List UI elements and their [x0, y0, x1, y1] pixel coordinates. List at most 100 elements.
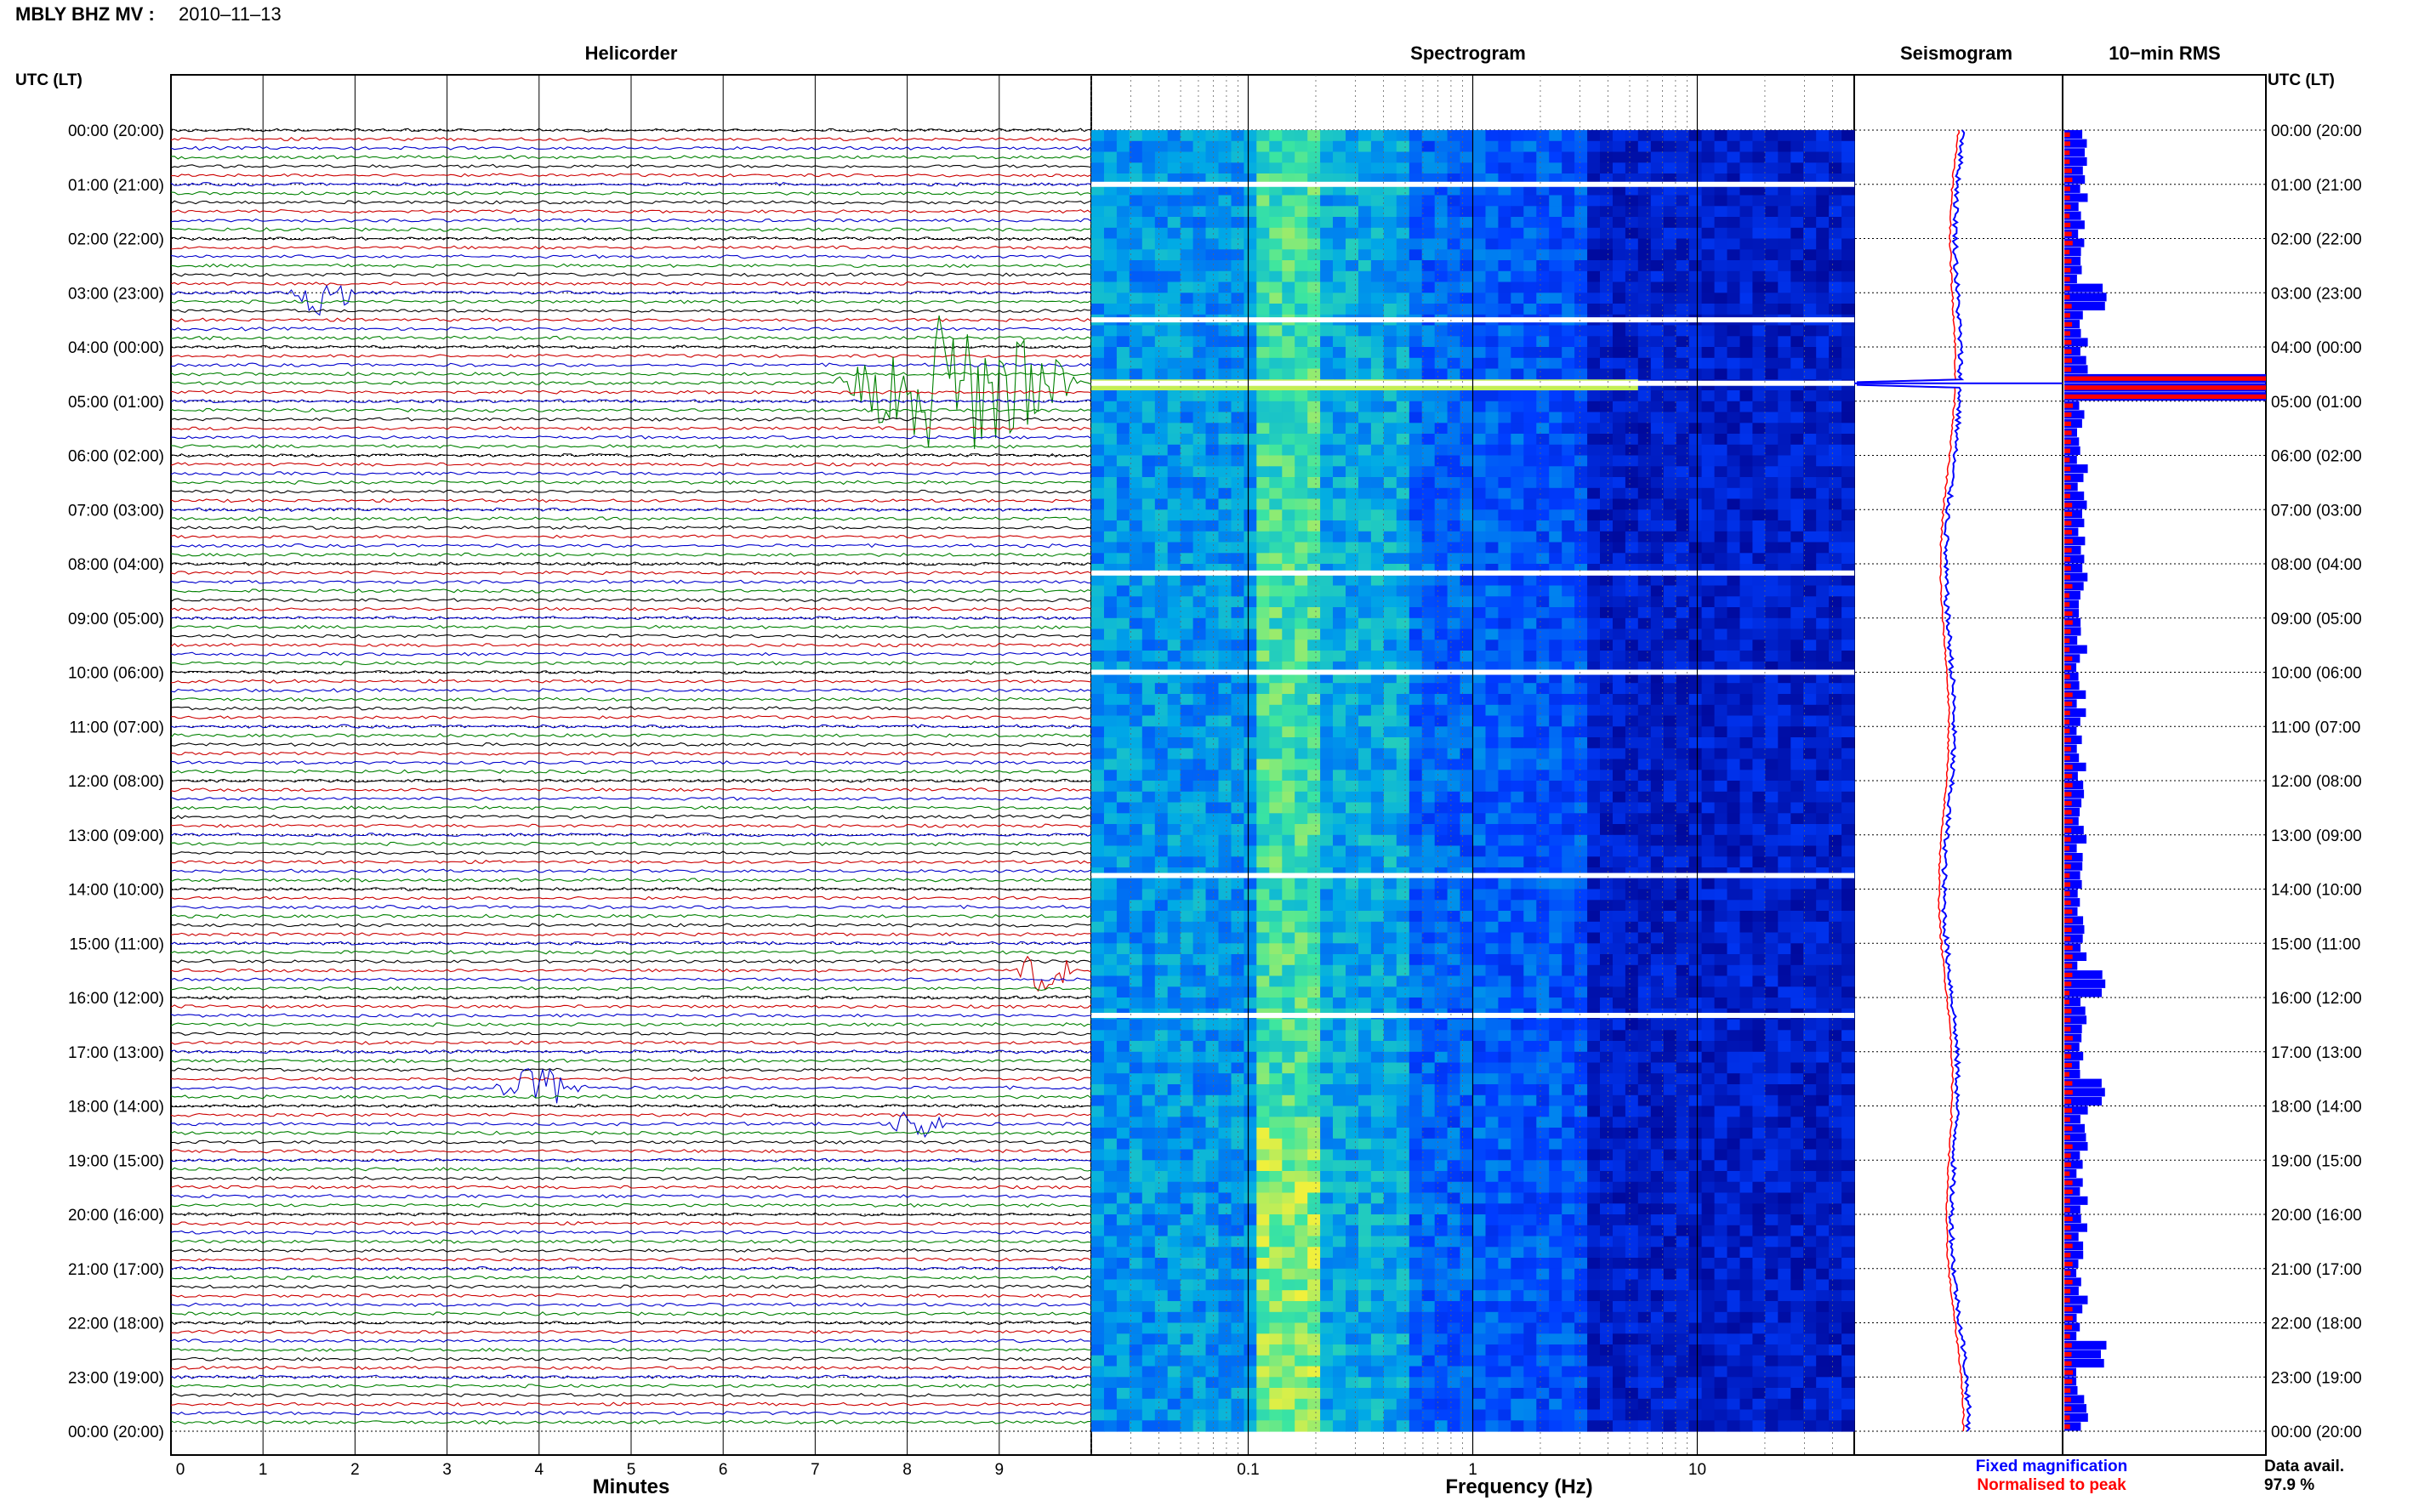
spectrogram-cell	[1409, 477, 1423, 489]
spectrogram-cell	[1244, 964, 1257, 977]
spectrogram-cell	[1358, 325, 1372, 337]
spectrogram-cell	[1701, 217, 1716, 229]
spectrogram-cell	[1370, 238, 1385, 250]
spectrogram-cell	[1218, 715, 1232, 727]
helicorder-trace	[170, 1392, 1092, 1398]
spectrogram-cell	[1752, 889, 1766, 901]
helicorder-trace	[170, 236, 1092, 242]
spectrogram-cell	[1727, 336, 1741, 348]
spectrogram-cell	[1192, 694, 1207, 706]
spectrogram-cell	[1714, 498, 1728, 510]
spectrogram-cell	[1701, 498, 1716, 510]
spectrogram-cell	[1829, 737, 1842, 749]
spectrogram-cell	[1574, 553, 1588, 565]
spectrogram-cell	[1346, 357, 1359, 370]
spectrogram-cell	[1663, 542, 1677, 554]
spectrogram-cell	[1701, 704, 1716, 717]
spectrogram-cell	[1511, 781, 1524, 793]
spectrogram-cell	[1536, 466, 1550, 478]
spectrogram-cell	[1091, 781, 1105, 793]
spectrogram-cell	[1307, 270, 1321, 283]
spectrogram-cell	[1396, 651, 1410, 662]
spectrogram-cell	[1434, 140, 1449, 153]
spectrogram-cell	[1625, 651, 1639, 662]
spectrogram-cell	[1370, 943, 1385, 955]
spectrogram-cell	[1104, 531, 1118, 543]
spectrogram-cell	[1383, 304, 1397, 315]
spectrogram-cell	[1727, 878, 1741, 890]
spectrogram-cell	[1320, 911, 1334, 923]
spectrogram-cell	[1803, 347, 1817, 359]
spectrogram-cell	[1587, 737, 1601, 749]
spectrogram-cell	[1358, 889, 1372, 901]
spectrogram-cell	[1727, 227, 1741, 240]
spectrogram-cell	[1637, 813, 1652, 825]
spectrogram-cell	[1104, 824, 1118, 836]
spectrogram-cell	[1129, 520, 1143, 532]
spectrogram-cell	[1295, 130, 1308, 142]
spectrogram-cell	[1727, 770, 1741, 782]
spectrogram-cell	[1587, 651, 1601, 662]
spectrogram-cell	[1600, 781, 1614, 793]
spectrogram-cell	[1549, 553, 1562, 565]
spectrogram-cell	[1511, 206, 1524, 218]
spectrogram-cell	[1307, 759, 1321, 770]
spectrogram-cell	[1447, 140, 1461, 153]
spectrogram-cell	[1307, 715, 1321, 727]
spectrogram-cell	[1727, 683, 1741, 695]
spectrogram-cell	[1613, 217, 1626, 229]
spectrogram-cell	[1562, 477, 1575, 489]
spectrogram-title: Spectrogram	[1410, 43, 1526, 64]
spectrogram-cell	[1231, 293, 1245, 304]
spectrogram-cell	[1485, 824, 1500, 836]
spectrogram-cell	[1091, 856, 1105, 868]
spectrogram-cell	[1485, 596, 1500, 608]
spectrogram-cell	[1218, 921, 1232, 934]
spectrogram-cell	[1562, 781, 1575, 793]
spectrogram-cell	[1333, 434, 1346, 446]
spectrogram-cell	[1752, 781, 1766, 793]
spectrogram-cell	[1562, 845, 1575, 857]
spectrogram-cell	[1841, 932, 1855, 944]
spectrogram-cell	[1231, 281, 1245, 293]
spectrogram-cell	[1600, 390, 1614, 402]
spectrogram-cell	[1269, 900, 1283, 912]
spectrogram-cell	[1562, 455, 1575, 467]
spectrogram-cell	[1536, 195, 1550, 207]
spectrogram-cell	[1205, 964, 1220, 977]
spectrogram-cell	[1765, 412, 1779, 423]
spectrogram-cell	[1358, 553, 1372, 565]
spectrogram-cell	[1688, 964, 1703, 977]
spectrogram-cell	[1613, 954, 1626, 966]
spectrogram-cell	[1333, 162, 1346, 174]
spectrogram-cell	[1650, 964, 1665, 977]
spectrogram-cell	[1192, 390, 1207, 402]
spectrogram-cell	[1472, 683, 1487, 695]
spectrogram-cell	[1167, 672, 1181, 684]
spectrogram-cell	[1295, 639, 1308, 651]
spectrogram-cell	[1256, 520, 1270, 532]
spectrogram-cell	[1498, 347, 1511, 359]
spectrogram-cell	[1739, 260, 1754, 272]
spectrogram-cell	[1396, 238, 1410, 250]
spectrogram-cell	[1688, 900, 1703, 912]
spectrogram-cell	[1346, 270, 1359, 283]
spectrogram-cell	[1358, 390, 1372, 402]
spectrogram-cell	[1498, 889, 1511, 901]
spectrogram-cell	[1790, 802, 1804, 814]
spectrogram-cell	[1295, 737, 1308, 749]
spectrogram-cell	[1739, 542, 1754, 554]
spectrogram-cell	[1358, 227, 1372, 240]
spectrogram-cell	[1421, 607, 1436, 619]
spectrogram-cell	[1562, 574, 1575, 587]
spectrogram-cell	[1600, 195, 1614, 207]
spectrogram-cell	[1676, 357, 1690, 370]
spectrogram-cell	[1447, 293, 1461, 304]
spectrogram-cell	[1498, 498, 1511, 510]
spectrogram-cell	[1625, 943, 1639, 955]
spectrogram-cell	[1383, 553, 1397, 565]
spectrogram-cell	[1688, 770, 1703, 782]
spectrogram-cell	[1650, 824, 1665, 836]
spectrogram-cell	[1447, 964, 1461, 977]
spectrogram-cell	[1333, 217, 1346, 229]
